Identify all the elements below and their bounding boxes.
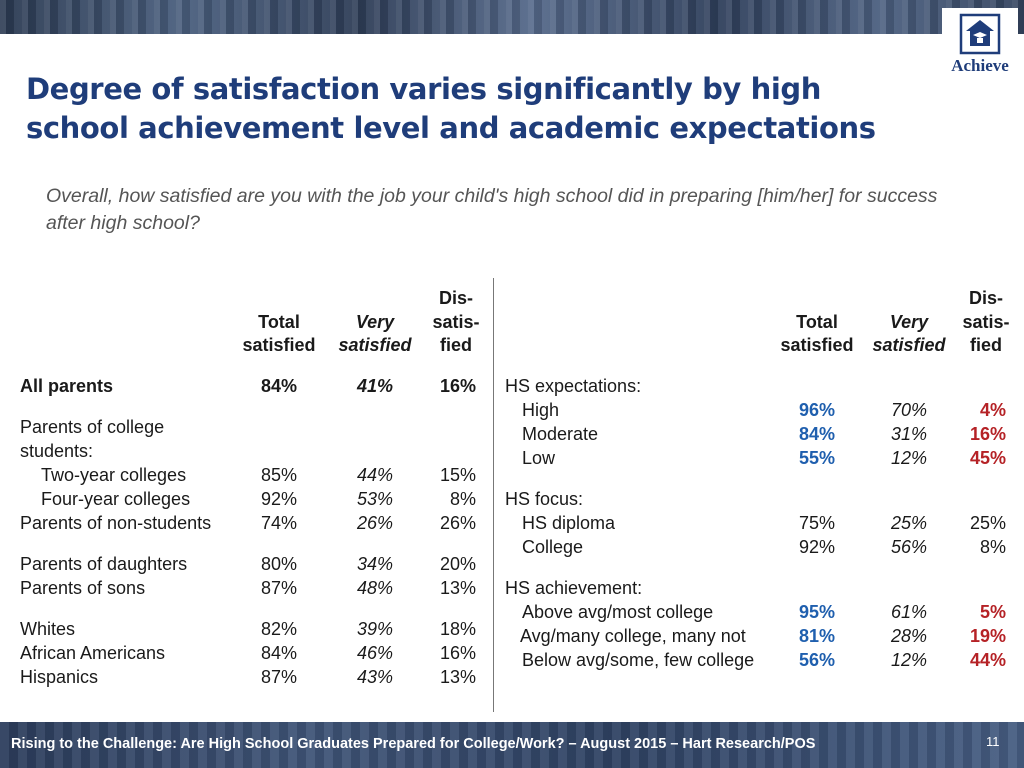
- cell-very-daughters: 34%: [356, 554, 394, 574]
- cell-total-non-students: 74%: [260, 513, 298, 533]
- cell-very-two-year: 44%: [356, 465, 394, 485]
- row-label-whites: Whites: [20, 619, 76, 639]
- header-total-line2-right: satisfied: [780, 335, 854, 355]
- cell-very-sons: 48%: [356, 578, 394, 598]
- cell-total-college: 92%: [798, 537, 836, 557]
- section-hs-achievement: HS achievement:: [505, 578, 643, 598]
- survey-question: Overall, how satisfied are you with the …: [46, 185, 938, 234]
- cell-dis-african-americans: 16%: [439, 643, 476, 663]
- cell-dis-non-students: 26%: [439, 513, 476, 533]
- cell-total-moderate: 84%: [798, 424, 836, 444]
- row-label-high: High: [522, 400, 560, 420]
- row-label-hs-diploma: HS diploma: [522, 513, 616, 533]
- cell-dis-above-avg: 5%: [979, 602, 1006, 622]
- cell-total-daughters: 80%: [260, 554, 298, 574]
- cell-dis-college: 8%: [979, 537, 1006, 557]
- row-label-below-avg: Below avg/some, few college: [522, 650, 755, 670]
- footer-band: [0, 722, 1024, 768]
- header-dis-line3-right: fied: [969, 335, 1002, 355]
- header-very-line2: satisfied: [338, 335, 412, 355]
- column-divider: [493, 278, 494, 712]
- row-label-hispanics: Hispanics: [20, 667, 99, 687]
- cell-total-low: 55%: [798, 448, 836, 468]
- page-number: 11: [986, 734, 1000, 749]
- cell-dis-daughters: 20%: [439, 554, 476, 574]
- row-label-non-students: Parents of non-students: [20, 513, 212, 533]
- cell-total-below-avg: 56%: [798, 650, 836, 670]
- row-label-two-year: Two-year colleges: [41, 465, 187, 485]
- cell-very-african-americans: 46%: [356, 643, 394, 663]
- cell-total-african-americans: 84%: [260, 643, 298, 663]
- header-very-line1: Very: [355, 312, 395, 332]
- footer-text: Rising to the Challenge: Are High School…: [11, 736, 816, 752]
- cell-dis-low: 45%: [969, 448, 1006, 468]
- row-label-college: College: [522, 537, 584, 557]
- header-photo-band: [0, 0, 1024, 34]
- cell-very-below-avg: 12%: [890, 650, 928, 670]
- cell-dis-whites: 18%: [439, 619, 476, 639]
- cell-very-all-parents: 41%: [356, 376, 394, 396]
- cell-very-avg: 28%: [890, 626, 928, 646]
- cell-total-sons: 87%: [260, 578, 298, 598]
- cell-very-four-year: 53%: [356, 489, 394, 509]
- cell-dis-moderate: 16%: [969, 424, 1006, 444]
- row-label-four-year: Four-year colleges: [41, 489, 191, 509]
- section-hs-expectations: HS expectations:: [505, 376, 642, 396]
- cell-very-hispanics: 43%: [356, 667, 394, 687]
- header-dis-line2: satis-: [432, 312, 480, 332]
- header-total-line1: Total: [258, 312, 300, 332]
- header-dis-line3: fied: [439, 335, 472, 355]
- row-label-above-avg: Above avg/most college: [522, 602, 714, 622]
- cell-very-low: 12%: [890, 448, 928, 468]
- cell-total-all-parents: 84%: [260, 376, 298, 396]
- header-dis-line2-right: satis-: [962, 312, 1010, 332]
- cell-total-avg: 81%: [798, 626, 836, 646]
- row-label-moderate: Moderate: [522, 424, 599, 444]
- cell-very-moderate: 31%: [890, 424, 928, 444]
- cell-dis-hs-diploma: 25%: [969, 513, 1006, 533]
- logo-text: Achieve: [951, 56, 1009, 75]
- row-label-daughters: Parents of daughters: [20, 554, 188, 574]
- cell-total-two-year: 85%: [260, 465, 298, 485]
- cell-total-four-year: 92%: [260, 489, 298, 509]
- cell-dis-below-avg: 44%: [969, 650, 1006, 670]
- cell-total-above-avg: 95%: [798, 602, 836, 622]
- cell-total-high: 96%: [798, 400, 836, 420]
- row-label-sons: Parents of sons: [20, 578, 146, 598]
- header-total-line2: satisfied: [242, 335, 316, 355]
- header-dis-line1-right: Dis-: [968, 288, 1003, 308]
- cell-very-high: 70%: [890, 400, 928, 420]
- cell-very-whites: 39%: [356, 619, 394, 639]
- slide-title: Degree of satisfaction varies significan…: [26, 72, 876, 145]
- cell-dis-all-parents: 16%: [439, 376, 476, 396]
- row-label-college-parents-line1: Parents of college: [20, 417, 165, 437]
- cell-dis-hispanics: 13%: [439, 667, 476, 687]
- achieve-logo: Achieve: [942, 8, 1018, 76]
- header-very-line2-right: satisfied: [872, 335, 946, 355]
- row-label-low: Low: [522, 448, 556, 468]
- cell-total-whites: 82%: [260, 619, 298, 639]
- header-very-line1-right: Very: [889, 312, 929, 332]
- cell-dis-two-year: 15%: [439, 465, 476, 485]
- cell-dis-avg: 19%: [969, 626, 1006, 646]
- graduation-house-icon: [959, 13, 1001, 55]
- cell-dis-four-year: 8%: [449, 489, 476, 509]
- cell-dis-sons: 13%: [439, 578, 476, 598]
- row-label-college-parents-line2: students:: [20, 441, 94, 461]
- row-label-avg: Avg/many college, many not: [520, 626, 746, 646]
- row-label-all-parents: All parents: [20, 376, 114, 396]
- row-label-african-americans: African Americans: [20, 643, 166, 663]
- cell-very-college: 56%: [890, 537, 928, 557]
- cell-total-hispanics: 87%: [260, 667, 298, 687]
- cell-very-hs-diploma: 25%: [890, 513, 928, 533]
- header-total-line1-right: Total: [796, 312, 838, 332]
- cell-very-non-students: 26%: [356, 513, 394, 533]
- cell-total-hs-diploma: 75%: [798, 513, 836, 533]
- header-dis-line1: Dis-: [438, 288, 473, 308]
- cell-dis-high: 4%: [979, 400, 1006, 420]
- section-hs-focus: HS focus:: [505, 489, 584, 509]
- cell-very-above-avg: 61%: [890, 602, 928, 622]
